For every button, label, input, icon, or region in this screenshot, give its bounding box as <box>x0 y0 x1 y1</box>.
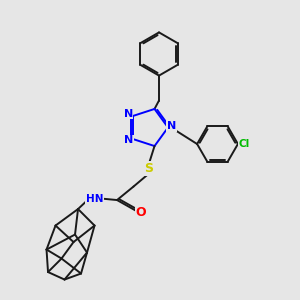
Text: N: N <box>124 109 133 119</box>
Text: Cl: Cl <box>239 139 250 149</box>
Text: O: O <box>136 206 146 218</box>
Text: HN: HN <box>86 194 103 203</box>
Text: S: S <box>144 162 153 175</box>
Text: N: N <box>124 136 134 146</box>
Text: N: N <box>167 121 176 131</box>
